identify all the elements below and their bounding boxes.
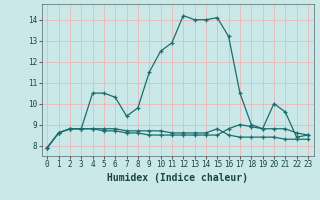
X-axis label: Humidex (Indice chaleur): Humidex (Indice chaleur) <box>107 173 248 183</box>
